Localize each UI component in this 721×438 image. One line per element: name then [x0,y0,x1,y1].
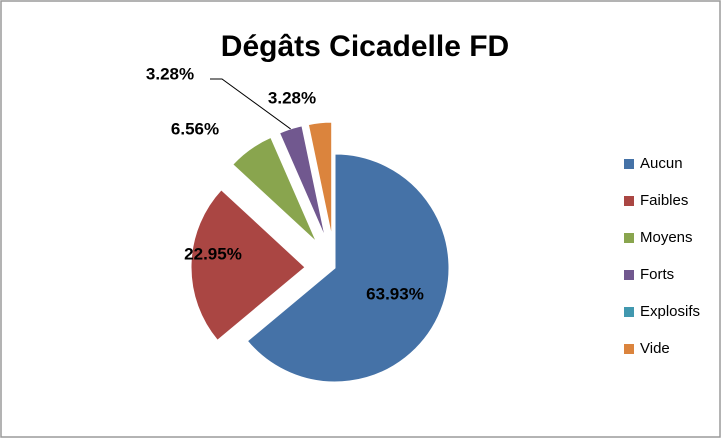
legend-label: Vide [640,340,670,357]
legend-swatch [624,196,634,206]
chart-title: Dégâts Cicadelle FD [221,30,509,63]
data-label: 22.95% [184,244,242,263]
legend-label: Moyens [640,229,693,246]
pie-slice [232,136,317,243]
legend-label: Explosifs [640,303,700,320]
legend-label: Faibles [640,192,688,209]
data-label: 63.93% [366,284,424,303]
data-label: 6.56% [171,119,219,138]
legend-swatch [624,270,634,280]
legend-swatch [624,233,634,243]
legend-label: Forts [640,266,674,283]
pie-slice [307,121,333,237]
data-label: 3.28% [146,64,194,83]
pie-slice [246,153,450,383]
legend-swatch [624,159,634,169]
pie-slice [190,189,306,341]
leader-line [210,78,291,130]
legend-swatch [624,307,634,317]
data-label: 3.28% [268,88,316,107]
legend-label: Aucun [640,155,683,172]
legend-swatch [624,344,634,354]
